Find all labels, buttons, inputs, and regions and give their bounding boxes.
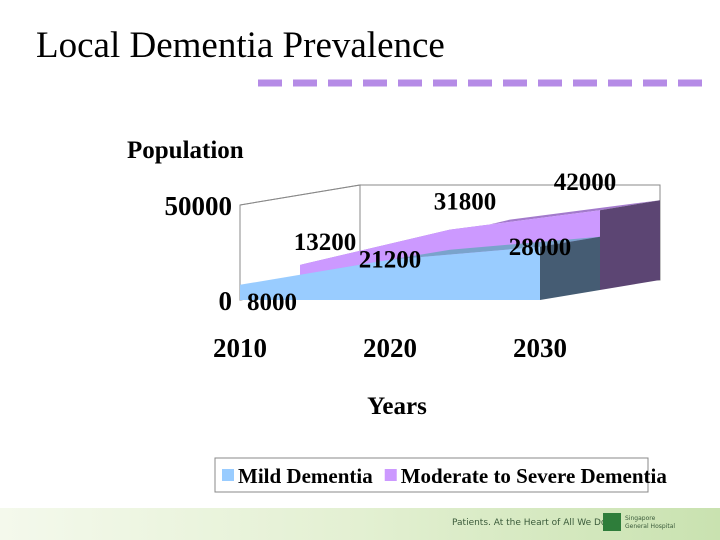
legend-swatch xyxy=(222,469,234,481)
data-label: 13200 xyxy=(294,229,357,256)
y-tick-label: 0 xyxy=(219,286,233,316)
logo-text: Singapore xyxy=(625,515,656,522)
x-tick-label: 2030 xyxy=(513,333,567,363)
x-tick-label: 2020 xyxy=(363,333,417,363)
data-label: 8000 xyxy=(247,289,297,316)
y-axis-title: Population xyxy=(127,137,244,164)
grid-line xyxy=(239,184,660,206)
footer-band xyxy=(0,508,720,540)
chart: 0 50000 13200 31800 42000 8000 21200 28000 2010 2… xyxy=(127,137,661,420)
legend-box xyxy=(214,457,649,493)
x-tick-label: 2010 xyxy=(213,333,267,363)
data-label: 42000 xyxy=(554,169,617,196)
data-label: 21200 xyxy=(359,247,422,274)
data-label: 31800 xyxy=(434,189,497,216)
area-side xyxy=(600,200,660,290)
legend-label: Mild Dementia xyxy=(238,464,373,488)
x-axis-title: Years xyxy=(367,393,427,420)
legend-label: Moderate to Severe Dementia xyxy=(401,464,668,488)
logo-icon xyxy=(603,513,621,531)
area-front xyxy=(240,246,540,300)
data-label: 28000 xyxy=(509,234,572,261)
slide-title: Local Dementia Prevalence xyxy=(36,25,445,66)
legend-swatch xyxy=(384,469,397,481)
area-top xyxy=(240,236,600,285)
y-tick-label: 50000 xyxy=(165,191,233,221)
footer-slogan: Patients. At the Heart of All We Do. xyxy=(452,518,609,528)
area-side xyxy=(540,236,600,300)
logo-text: General Hospital xyxy=(625,523,675,530)
